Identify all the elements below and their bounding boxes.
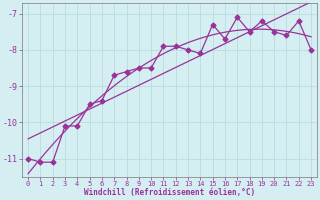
X-axis label: Windchill (Refroidissement éolien,°C): Windchill (Refroidissement éolien,°C) xyxy=(84,188,255,197)
